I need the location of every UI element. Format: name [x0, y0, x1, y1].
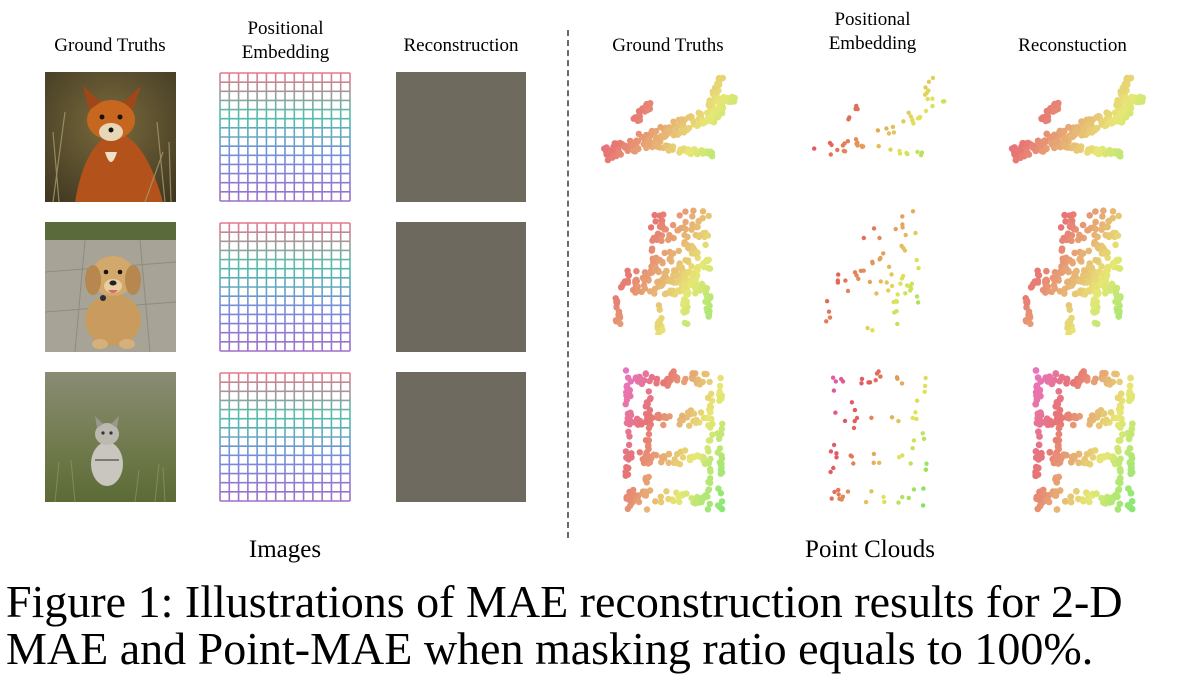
pc-ground-truth-shelf: [610, 362, 730, 517]
positional-embedding-grid-2: [219, 222, 351, 352]
caption-line-1: Figure 1: Illustrations of MAE reconstru…: [6, 576, 1123, 627]
images-col-positional-embedding: Positional Embedding: [241, 18, 330, 63]
positional-embedding-grid-3: [219, 372, 351, 502]
pc-embedding-airplane: [795, 60, 955, 190]
pc-embedding-chair: [800, 205, 945, 335]
pc-col-positional-embedding: Positional Embedding: [828, 9, 917, 54]
pc-embedding-shelf: [815, 362, 935, 517]
images-col-ground-truths: Ground Truths: [54, 35, 166, 56]
reconstruction-image-1: [396, 72, 526, 202]
pc-ground-truth-chair: [590, 205, 735, 335]
caption-line-2: MAE and Point-MAE when masking ratio equ…: [6, 623, 1094, 674]
pc-col-ground-truths: Ground Truths: [612, 35, 724, 56]
cat-photo: [45, 372, 176, 502]
group-label-images: Images: [248, 536, 322, 563]
pc-ground-truth-airplane: [585, 60, 745, 190]
figure-caption: Figure 1: Illustrations of MAE reconstru…: [6, 578, 1196, 672]
reconstruction-image-2: [396, 222, 526, 352]
reconstruction-image-3: [396, 372, 526, 502]
pc-reconstruction-chair: [1000, 205, 1145, 335]
dog-photo: [45, 222, 176, 352]
fox-photo: [45, 72, 176, 202]
images-col-reconstruction: Reconstruction: [403, 35, 519, 56]
group-label-point-clouds: Point Clouds: [805, 536, 935, 563]
pc-col-reconstruction: Reconstuction: [1018, 35, 1127, 56]
section-divider: [567, 30, 569, 538]
positional-embedding-grid-1: [219, 72, 351, 202]
pc-reconstruction-airplane: [993, 60, 1153, 190]
pc-reconstruction-shelf: [1020, 362, 1140, 517]
